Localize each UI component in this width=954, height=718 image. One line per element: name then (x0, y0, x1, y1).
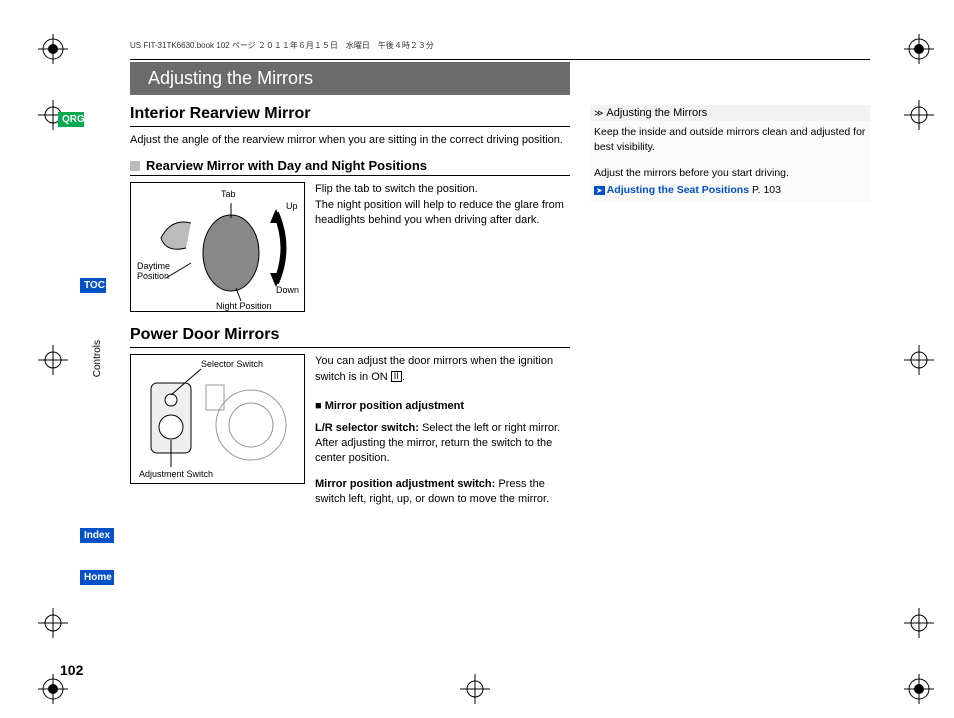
crop-mark-icon (904, 608, 934, 638)
section2-intro: You can adjust the door mirrors when the… (315, 354, 570, 385)
diagram-rearview-mirror: Tab Up Down Daytime Position Night Posit… (130, 182, 305, 312)
diagram-label-daytime: Daytime Position (137, 261, 177, 281)
diagram-label-tab: Tab (221, 189, 236, 199)
crop-mark-icon (904, 100, 934, 130)
sidebar-p2: Adjust the mirrors before you start driv… (594, 166, 866, 181)
diagram-label-up: Up (286, 201, 298, 211)
section2-p1: L/R selector switch: Select the left or … (315, 421, 570, 467)
print-header: US FIT-31TK6630.book 102 ページ ２０１１年６月１５日 … (80, 40, 874, 51)
sidebar-xref[interactable]: ➤Adjusting the Seat Positions P. 103 (594, 183, 866, 198)
sidebar-p1: Keep the inside and outside mirrors clea… (594, 125, 866, 154)
diagram-label-night: Night Position (216, 301, 272, 311)
crop-mark-icon (38, 345, 68, 375)
section1-body: Flip the tab to switch the position. The… (315, 182, 570, 312)
chevron-icon: ≫ (594, 108, 603, 119)
crop-mark-icon (904, 345, 934, 375)
ignition-on-icon: II (391, 371, 402, 382)
bullet-icon (130, 161, 140, 171)
section2-sub1: ■ Mirror position adjustment (315, 399, 570, 414)
crop-mark-icon (904, 674, 934, 704)
diagram-power-mirror: Selector Switch Adjustment Switch (130, 354, 305, 484)
crop-mark-icon (460, 674, 490, 704)
diagram-label-selector: Selector Switch (201, 359, 263, 369)
sidebar-heading: ≫ Adjusting the Mirrors (590, 105, 870, 121)
section2-p2: Mirror position adjustment switch: Press… (315, 477, 570, 508)
crop-mark-icon (38, 608, 68, 638)
link-icon: ➤ (594, 186, 605, 195)
section-heading-interior: Interior Rearview Mirror (130, 105, 570, 127)
section1-intro: Adjust the angle of the rearview mirror … (130, 133, 570, 148)
section-heading-power: Power Door Mirrors (130, 326, 570, 348)
crop-mark-icon (38, 34, 68, 64)
page-number: 102 (60, 662, 83, 678)
diagram-label-down: Down (276, 285, 299, 295)
page-title: Adjusting the Mirrors (130, 62, 570, 95)
subheading-rearview: Rearview Mirror with Day and Night Posit… (146, 158, 427, 173)
crop-mark-icon (38, 674, 68, 704)
diagram-label-adjustment: Adjustment Switch (139, 469, 213, 479)
crop-mark-icon (904, 34, 934, 64)
